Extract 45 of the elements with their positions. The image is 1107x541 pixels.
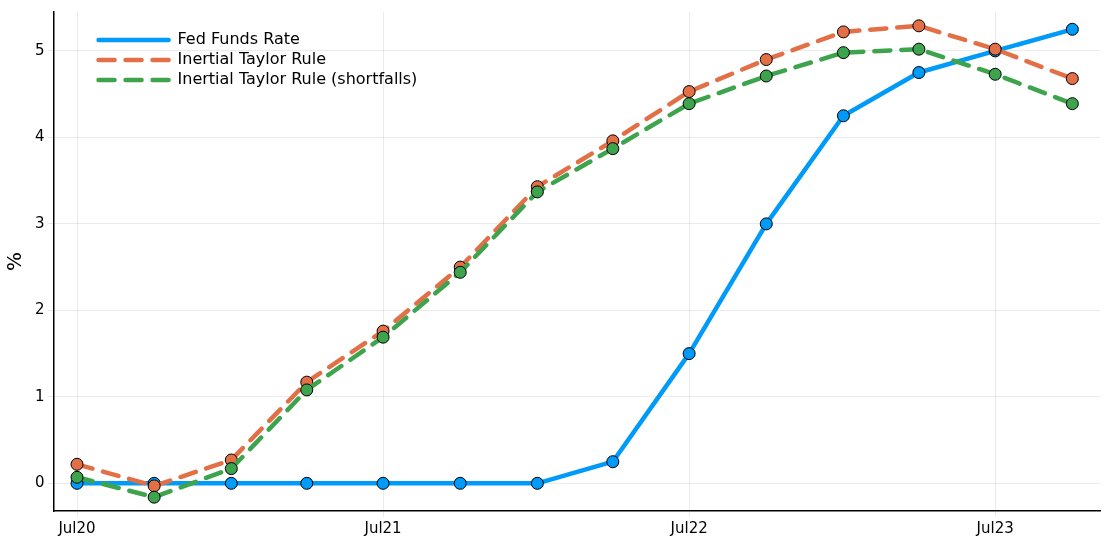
point — [530, 476, 544, 490]
point — [147, 490, 161, 504]
point — [300, 383, 314, 397]
point — [912, 42, 926, 56]
point — [1065, 72, 1079, 86]
legend-label: Inertial Taylor Rule (shortfalls) — [177, 69, 418, 89]
x-tick-label: Jul21 — [363, 518, 402, 537]
x-tick-label: Jul20 — [57, 518, 96, 537]
point — [453, 476, 467, 490]
point — [912, 19, 926, 33]
legend-label: Fed Funds Rate — [177, 29, 300, 49]
point — [836, 109, 850, 123]
y-tick-label: 1 — [35, 386, 45, 405]
x-tick-label: Jul22 — [669, 518, 708, 537]
y-tick-label: 2 — [35, 300, 45, 319]
point — [376, 476, 390, 490]
y-tick-label: 0 — [35, 473, 45, 492]
point — [376, 330, 390, 344]
point — [224, 476, 238, 490]
point — [1065, 22, 1079, 36]
point — [224, 462, 238, 476]
point — [759, 69, 773, 83]
legend-label: Inertial Taylor Rule — [177, 49, 327, 69]
point — [530, 185, 544, 199]
point — [682, 85, 696, 99]
y-tick-label: 3 — [35, 213, 45, 232]
point — [606, 142, 620, 156]
x-tick-label: Jul23 — [975, 518, 1014, 537]
point — [682, 347, 696, 361]
point — [912, 66, 926, 80]
y-tick-label: 5 — [35, 40, 45, 59]
y-tick-label: 4 — [35, 127, 45, 146]
point — [1065, 97, 1079, 111]
point — [606, 455, 620, 469]
point — [300, 476, 314, 490]
y-axis-title: % — [2, 251, 27, 272]
point — [759, 217, 773, 231]
point — [453, 265, 467, 279]
point — [759, 53, 773, 67]
point — [836, 46, 850, 60]
point — [988, 67, 1002, 81]
point — [682, 97, 696, 111]
point — [70, 470, 84, 484]
point — [70, 457, 84, 471]
point — [836, 25, 850, 39]
